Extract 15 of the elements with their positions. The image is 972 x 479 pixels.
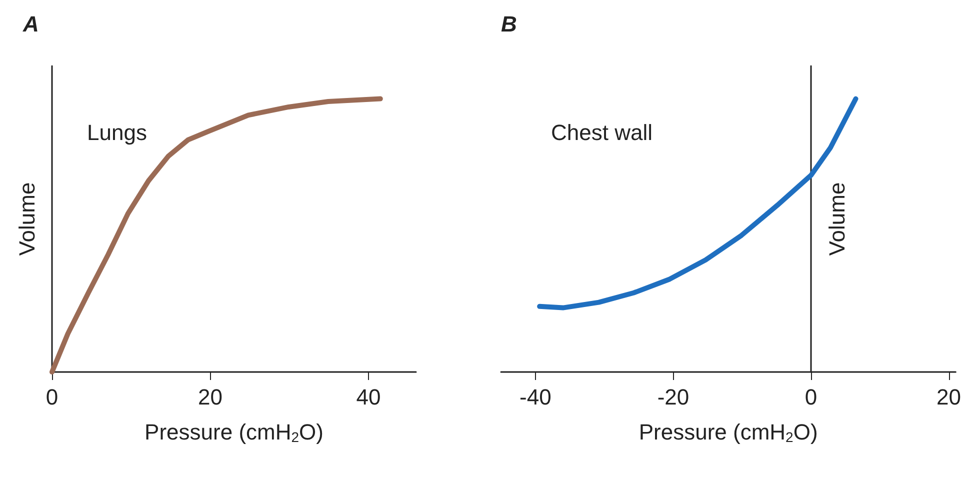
x-tick-label: -20 (657, 384, 690, 410)
x-axis-title: Pressure (cmH2O) (638, 420, 818, 445)
x-tick-label: 0 (46, 384, 58, 410)
series-label: Lungs (87, 120, 147, 146)
x-tick-label: 40 (356, 384, 381, 410)
x-tick-label: 0 (804, 384, 818, 410)
y-axis-title: Volume (14, 182, 40, 256)
y-axis-title: Volume (824, 182, 850, 256)
chart-title: A (22, 12, 39, 36)
x-tick-label: -40 (520, 384, 552, 410)
text: Chest wall (551, 120, 652, 146)
x-tick-label: 20 (198, 384, 223, 410)
chart-title: B (501, 12, 517, 36)
x-tick-label: 20 (936, 384, 962, 410)
x-axis-title: Pressure (cmH2O) (144, 420, 324, 445)
